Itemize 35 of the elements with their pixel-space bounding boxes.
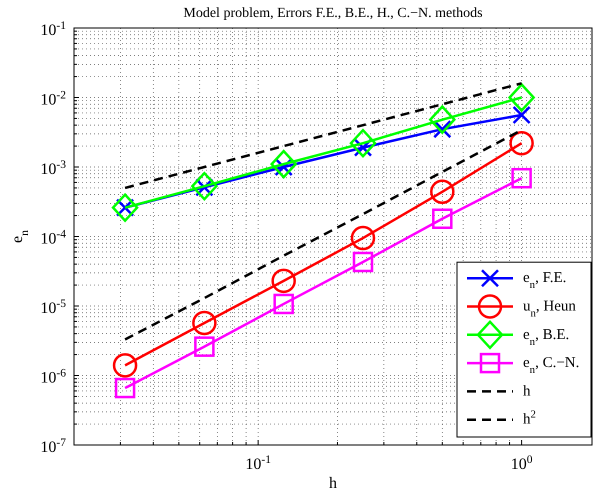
- point: [271, 268, 296, 294]
- legend-label: e$_{n}$, B.E.: [523, 326, 570, 348]
- point: [511, 168, 532, 188]
- point: [270, 150, 297, 178]
- legend-label: e$_{n}$, C.−N.: [523, 355, 580, 376]
- point: [352, 252, 374, 272]
- point: [508, 83, 535, 112]
- point: [509, 130, 534, 156]
- y-tick-label: 10$^{-7}$: [40, 437, 66, 456]
- point: [512, 106, 531, 124]
- x-axis-title: h: [329, 475, 337, 492]
- y-tick-label: 10$^{-4}$: [40, 228, 66, 248]
- point: [273, 294, 294, 314]
- point: [432, 208, 453, 230]
- point: [112, 353, 138, 378]
- y-tick-label: 10$^{-6}$: [40, 368, 66, 387]
- legend-label: h: [523, 383, 531, 400]
- point: [191, 172, 218, 200]
- point: [350, 226, 376, 250]
- point: [112, 193, 138, 222]
- legend-label: e$_{n}$, F.E.: [523, 270, 566, 292]
- legend-label: h$^{2}$: [523, 408, 536, 428]
- point: [430, 180, 455, 204]
- y-tick-label: 10$^{-3}$: [40, 159, 66, 178]
- point: [429, 105, 456, 134]
- point: [350, 128, 376, 158]
- y-tick-label: 10$^{-1}$: [40, 20, 66, 40]
- point: [114, 378, 136, 398]
- legend-label: u$_{n}$, Heun: [523, 298, 576, 320]
- point: [194, 336, 215, 357]
- x-tick-label: 10$^{0}$: [510, 454, 533, 473]
- y-tick-label: 10$^{-5}$: [40, 298, 66, 318]
- point: [192, 310, 217, 336]
- chart-title: Model problem, Errors F.E., B.E., H., C.−N. methods: [183, 6, 483, 21]
- y-tick-label: 10$^{-2}$: [40, 90, 66, 109]
